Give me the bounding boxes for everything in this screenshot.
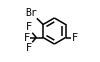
Text: F: F <box>72 32 78 43</box>
Text: Br: Br <box>25 8 37 18</box>
Text: F: F <box>26 22 32 32</box>
Text: F: F <box>24 32 30 43</box>
Text: F: F <box>26 43 32 53</box>
